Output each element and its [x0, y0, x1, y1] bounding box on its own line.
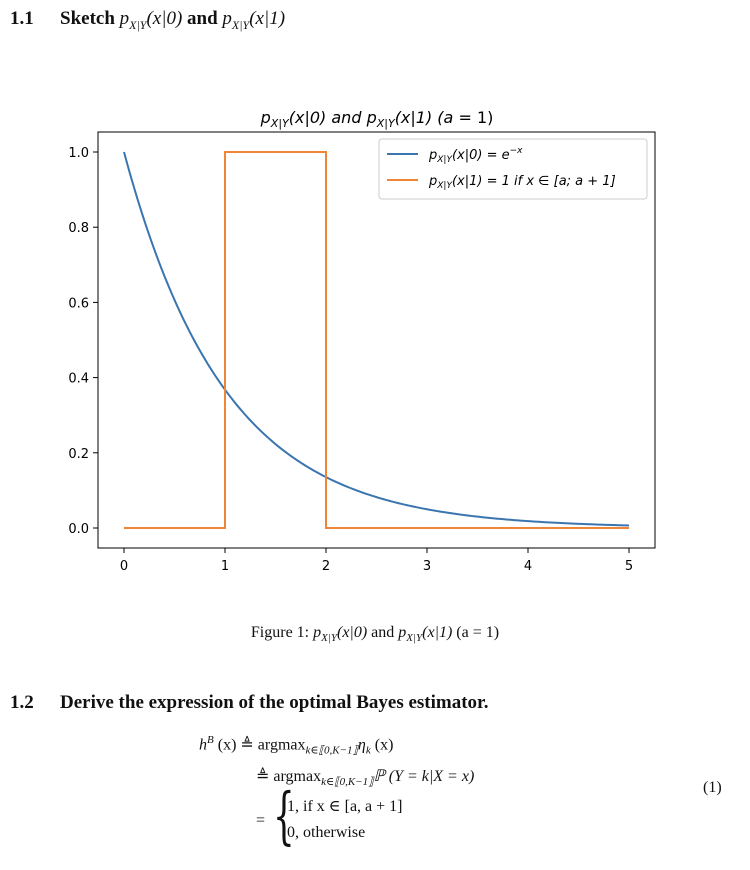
chart-title: pX|Y(x|0) and pX|Y(x|1) (a = 1): [260, 108, 494, 130]
cases-brace: {: [273, 779, 295, 852]
caption-math-2: pX|Y(x|1): [398, 624, 453, 645]
x-tick-label-5: 5: [625, 559, 633, 574]
x-tick-label-4: 4: [524, 559, 532, 574]
y-tick-label-2: 0.4: [68, 372, 89, 387]
y-tick-label-1: 0.2: [68, 447, 89, 462]
section-title-math-2: pX|Y(x|1): [222, 8, 286, 32]
legend: pX|Y(x|0) = e−x pX|Y(x|1) = 1 if x ∈ [a;…: [378, 138, 648, 200]
legend-label-series-1: pX|Y(x|1) = 1 if x ∈ [a; a + 1]: [428, 174, 616, 191]
section-title-math-1: pX|Y(x|0): [119, 8, 183, 32]
series-line-0: [123, 151, 630, 527]
section-number: 1.2: [10, 692, 34, 713]
section-number: 1.1: [10, 8, 34, 29]
equation-line-2: ≜ argmaxk∈⟦0,K−1⟧ℙ (Y = k|X = x): [256, 768, 475, 789]
x-tick-label-2: 2: [322, 559, 330, 574]
plot-frame: [97, 131, 656, 549]
section-title-and: and: [187, 8, 218, 29]
figure-caption: Figure 1: pX|Y(x|0) and pX|Y(x|1) (a = 1…: [0, 624, 750, 644]
caption-math-1: pX|Y(x|0): [313, 624, 368, 645]
caption-prefix: Figure 1:: [250, 624, 310, 641]
y-tick-label-4: 0.8: [68, 221, 89, 236]
series-line-1: [124, 151, 629, 529]
equation-case-2: 0, otherwise: [287, 824, 366, 841]
legend-box: [378, 138, 648, 200]
equation-number: (1): [703, 779, 722, 796]
section-title-prefix: Sketch: [60, 8, 115, 29]
equation-case-1: 1, if x ∈ [a, a + 1]: [287, 798, 403, 815]
plot-area: 0 1 2 3 4 5 0.0 0.2 0.4 0.6 0.8 1.0: [68, 146, 633, 574]
section-title: Derive the expression of the optimal Bay…: [60, 692, 489, 713]
y-tick-label-3: 0.6: [68, 296, 89, 311]
caption-param: (a = 1): [456, 624, 500, 641]
equation-line-1: hB (x) ≜ argmaxk∈⟦0,K−1⟧ηk (x): [199, 734, 394, 757]
caption-and: and: [371, 624, 395, 641]
figure-chart: pX|Y(x|0) and pX|Y(x|1) (a = 1) 0 1 2 3 4 5 0.…: [68, 108, 656, 574]
x-tick-label-0: 0: [120, 559, 128, 574]
x-tick-label-3: 3: [423, 559, 431, 574]
section-1-1-heading: 1.1 Sketch pX|Y(x|0) and pX|Y(x|1): [10, 8, 285, 33]
legend-label-series-0: pX|Y(x|0) = e−x: [428, 146, 523, 165]
equation-line-3-equals: =: [256, 812, 266, 829]
y-tick-label-5: 1.0: [68, 146, 89, 161]
x-tick-label-1: 1: [221, 559, 229, 574]
bayes-estimator-equation: hB (x) ≜ argmaxk∈⟦0,K−1⟧ηk (x) ≜ argmaxk…: [0, 728, 750, 858]
y-tick-label-0: 0.0: [68, 522, 89, 537]
section-1-2-heading: 1.2 Derive the expression of the optimal …: [10, 692, 489, 714]
